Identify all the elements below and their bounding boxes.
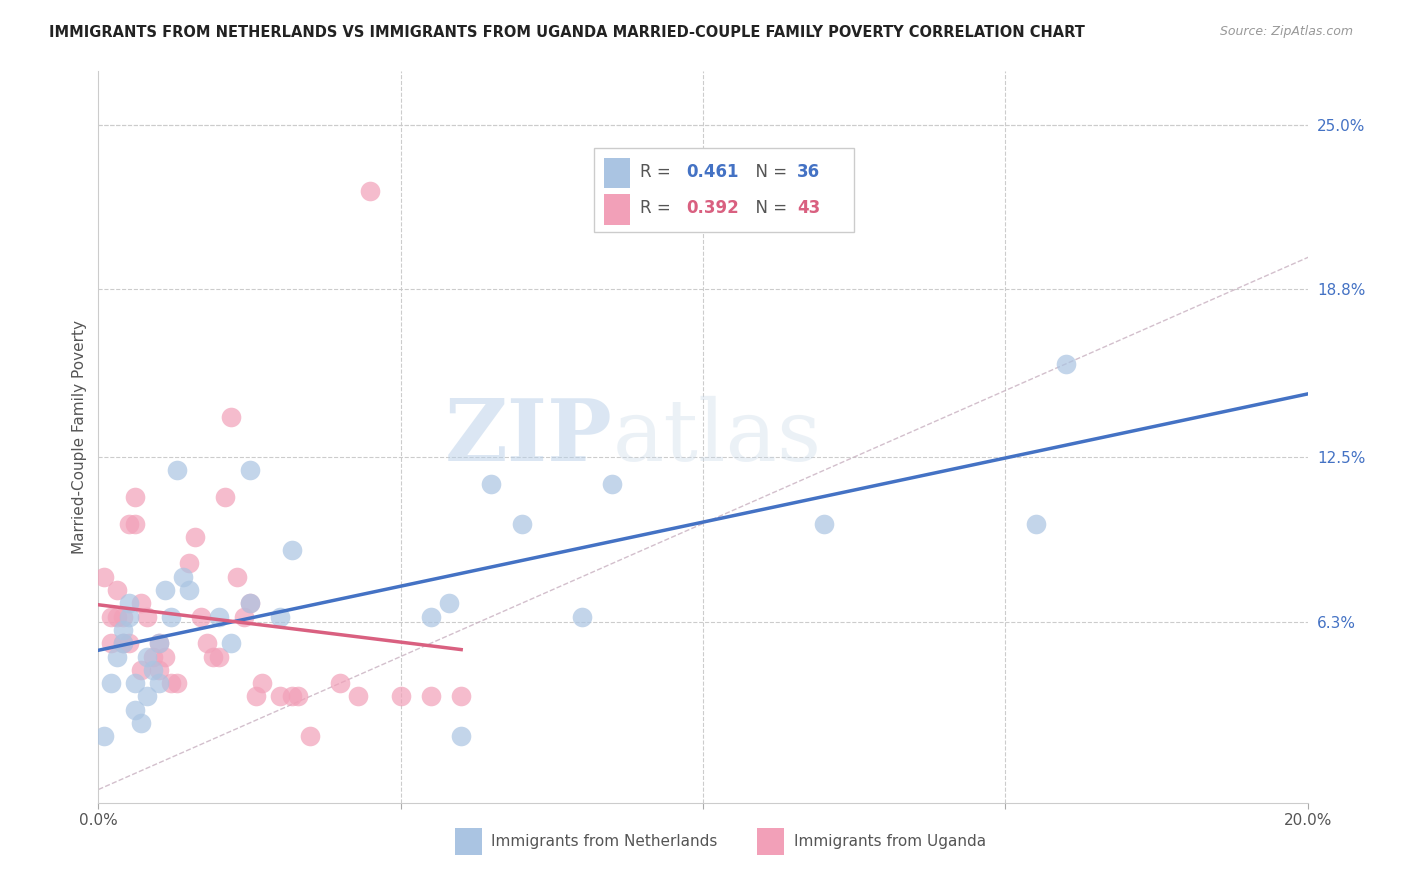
Point [202, 649, 225, 664]
Point [129, 716, 152, 731]
Point [269, 609, 291, 624]
Point [179, 557, 201, 571]
Y-axis label: Married-Couple Family Poverty: Married-Couple Family Poverty [72, 320, 87, 554]
Point [226, 570, 249, 584]
Point [510, 516, 533, 531]
Point [239, 596, 262, 610]
Point [100, 636, 122, 650]
Point [148, 636, 170, 650]
Point [153, 582, 176, 597]
Text: Source: ZipAtlas.com: Source: ZipAtlas.com [1219, 25, 1353, 38]
Point [184, 530, 207, 544]
Point [124, 490, 146, 504]
Text: 0.461: 0.461 [686, 162, 738, 180]
Point [105, 582, 128, 597]
Point [437, 596, 460, 610]
Point [135, 649, 157, 664]
Point [208, 609, 231, 624]
Point [160, 676, 183, 690]
Point [1024, 516, 1046, 531]
Point [111, 636, 134, 650]
Text: R =: R = [640, 199, 676, 217]
Point [221, 636, 243, 650]
Point [135, 690, 157, 704]
Point [148, 663, 170, 677]
Text: Immigrants from Netherlands: Immigrants from Netherlands [492, 834, 718, 849]
Point [214, 490, 236, 504]
Point [124, 703, 146, 717]
Point [481, 476, 503, 491]
Point [118, 636, 141, 650]
Point [239, 463, 262, 477]
Point [179, 582, 201, 597]
Point [135, 609, 157, 624]
Point [93, 570, 115, 584]
Point [124, 676, 146, 690]
Point [281, 690, 304, 704]
FancyBboxPatch shape [758, 828, 785, 855]
Point [602, 476, 624, 491]
Point [105, 609, 128, 624]
Point [360, 184, 382, 198]
Point [142, 649, 165, 664]
Text: R =: R = [640, 162, 676, 180]
Point [281, 543, 304, 558]
Point [105, 649, 128, 664]
Point [299, 729, 322, 743]
Text: IMMIGRANTS FROM NETHERLANDS VS IMMIGRANTS FROM UGANDA MARRIED-COUPLE FAMILY POVE: IMMIGRANTS FROM NETHERLANDS VS IMMIGRANT… [49, 25, 1085, 40]
FancyBboxPatch shape [603, 194, 630, 225]
Point [148, 636, 170, 650]
FancyBboxPatch shape [595, 148, 855, 232]
Point [239, 596, 262, 610]
Point [153, 649, 176, 664]
Point [160, 609, 183, 624]
Point [250, 676, 273, 690]
Text: 0.392: 0.392 [686, 199, 738, 217]
Point [129, 596, 152, 610]
Point [118, 596, 141, 610]
Point [148, 676, 170, 690]
Text: 36: 36 [797, 162, 821, 180]
Text: N =: N = [745, 162, 793, 180]
Point [287, 690, 309, 704]
Point [571, 609, 593, 624]
Point [166, 463, 188, 477]
Point [111, 609, 134, 624]
Point [1054, 357, 1077, 371]
FancyBboxPatch shape [603, 158, 630, 188]
Point [124, 516, 146, 531]
FancyBboxPatch shape [456, 828, 482, 855]
Point [450, 690, 472, 704]
Point [245, 690, 267, 704]
Point [172, 570, 194, 584]
Text: ZIP: ZIP [444, 395, 613, 479]
Point [450, 729, 472, 743]
Point [347, 690, 370, 704]
Point [221, 410, 243, 425]
Point [208, 649, 231, 664]
Point [269, 690, 291, 704]
Point [111, 623, 134, 637]
Point [100, 676, 122, 690]
Point [93, 729, 115, 743]
Point [190, 609, 212, 624]
Point [420, 690, 443, 704]
Point [813, 516, 835, 531]
Point [232, 609, 254, 624]
Text: 43: 43 [797, 199, 821, 217]
Text: Immigrants from Uganda: Immigrants from Uganda [793, 834, 986, 849]
Text: N =: N = [745, 199, 793, 217]
Point [142, 663, 165, 677]
Point [100, 609, 122, 624]
Point [389, 690, 412, 704]
Point [195, 636, 218, 650]
Point [111, 636, 134, 650]
Point [166, 676, 188, 690]
Point [329, 676, 352, 690]
Point [118, 609, 141, 624]
Point [118, 516, 141, 531]
Point [420, 609, 443, 624]
Text: atlas: atlas [613, 395, 821, 479]
Point [129, 663, 152, 677]
